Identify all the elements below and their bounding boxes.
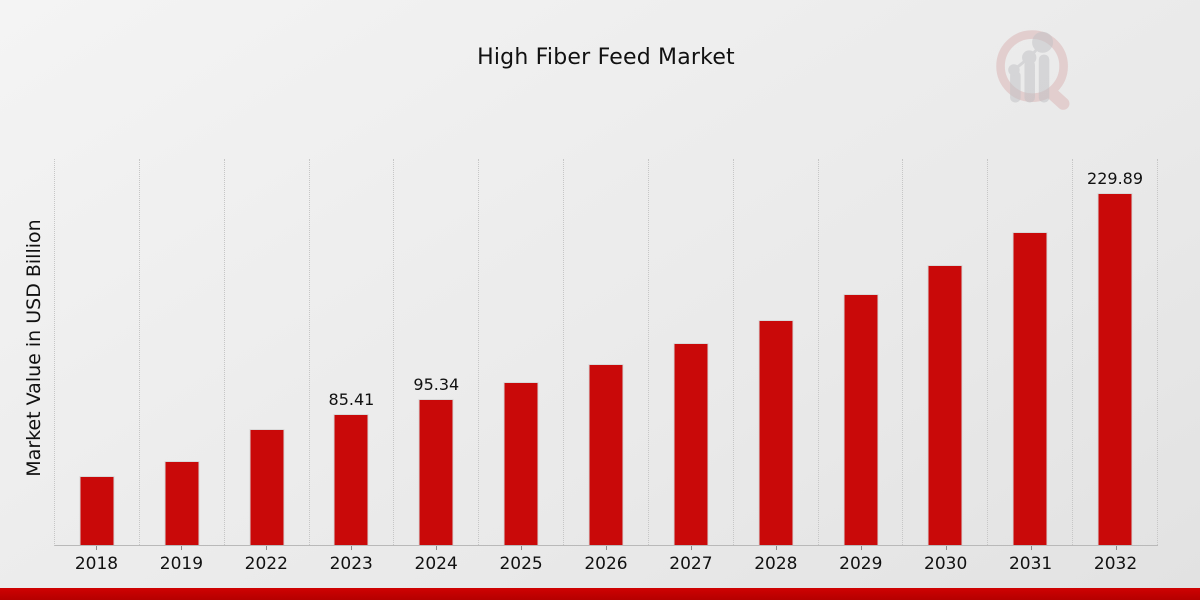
x-tick-label: 2030 [903, 546, 988, 580]
grid-column [140, 159, 225, 545]
bar-2023 [333, 414, 369, 545]
x-tick-text: 2030 [924, 554, 968, 574]
x-tick-label: 2029 [818, 546, 903, 580]
bar-2026 [588, 364, 624, 545]
grid-column [903, 159, 989, 545]
bar-2024 [418, 399, 454, 545]
bar-value-label: 85.41 [328, 390, 375, 409]
x-tick-text: 2031 [1008, 554, 1053, 574]
x-tick-mark [1115, 546, 1117, 550]
x-tick-text: 2019 [159, 554, 204, 574]
x-tick-mark [605, 546, 607, 550]
bar-value-label: 229.89 [1087, 169, 1144, 188]
bar-2030 [927, 265, 963, 545]
magnifier-bar-chart-icon [996, 30, 1070, 110]
x-tick-mark [436, 546, 438, 550]
x-tick-mark [775, 546, 777, 550]
bar-2032 [1097, 193, 1133, 545]
x-axis-labels: 2018 2019 2022 2023 2024 2025 2026 2027 2028 2029… [54, 546, 1158, 580]
x-tick-mark [181, 546, 183, 550]
x-tick-mark [690, 546, 692, 550]
x-tick-mark [96, 546, 98, 550]
chart-title: High Fiber Feed Market [477, 45, 735, 70]
bar-2027 [673, 343, 709, 545]
x-tick-label: 2031 [988, 546, 1073, 580]
bar-2018 [79, 476, 115, 545]
bottom-accent-strip [0, 588, 1200, 600]
x-tick-mark [521, 546, 523, 550]
grid-column: 95.34 [394, 159, 480, 545]
grid-column [479, 159, 565, 545]
x-tick-label: 2025 [479, 546, 564, 580]
grid-column [819, 159, 904, 545]
x-tick-mark [351, 546, 353, 550]
bar-2022 [249, 429, 285, 545]
x-tick-text: 2029 [839, 554, 883, 574]
bar-2029 [843, 294, 879, 545]
x-tick-text: 2018 [74, 554, 119, 574]
bar-2028 [758, 320, 794, 545]
x-tick-label: 2032 [1073, 546, 1158, 580]
grid-column [734, 159, 819, 545]
x-tick-label: 2023 [309, 546, 394, 580]
x-tick-text: 2032 [1093, 554, 1138, 574]
x-tick-mark [266, 546, 268, 550]
bar-2025 [503, 382, 539, 545]
x-tick-label: 2028 [733, 546, 818, 580]
x-tick-text: 2023 [329, 554, 373, 574]
x-tick-text: 2025 [499, 554, 543, 574]
x-tick-text: 2026 [584, 554, 628, 574]
grid-column: 229.89 [1073, 159, 1158, 545]
bar-2019 [164, 461, 200, 545]
grid-column: 85.41 [310, 159, 395, 545]
x-tick-label: 2022 [224, 546, 309, 580]
x-tick-mark [1030, 546, 1032, 550]
bar-2031 [1012, 232, 1048, 545]
x-tick-text: 2027 [669, 554, 713, 574]
grid-column [564, 159, 649, 545]
x-tick-text: 2024 [414, 554, 458, 574]
x-tick-mark [860, 546, 862, 550]
x-tick-text: 2022 [244, 554, 288, 574]
x-tick-label: 2026 [564, 546, 649, 580]
x-tick-label: 2024 [394, 546, 479, 580]
grid-column [225, 159, 310, 545]
plot-area: 85.41 95.34 229.89 [54, 159, 1158, 546]
x-tick-mark [945, 546, 947, 550]
x-tick-label: 2018 [54, 546, 139, 580]
grid-column [55, 159, 140, 545]
grid-column [988, 159, 1074, 545]
grid-column [649, 159, 734, 545]
y-axis-label: Market Value in USD Billion [23, 219, 45, 477]
x-tick-label: 2027 [648, 546, 733, 580]
x-tick-label: 2019 [139, 546, 224, 580]
x-tick-text: 2028 [754, 554, 798, 574]
bar-value-label: 95.34 [413, 375, 460, 394]
